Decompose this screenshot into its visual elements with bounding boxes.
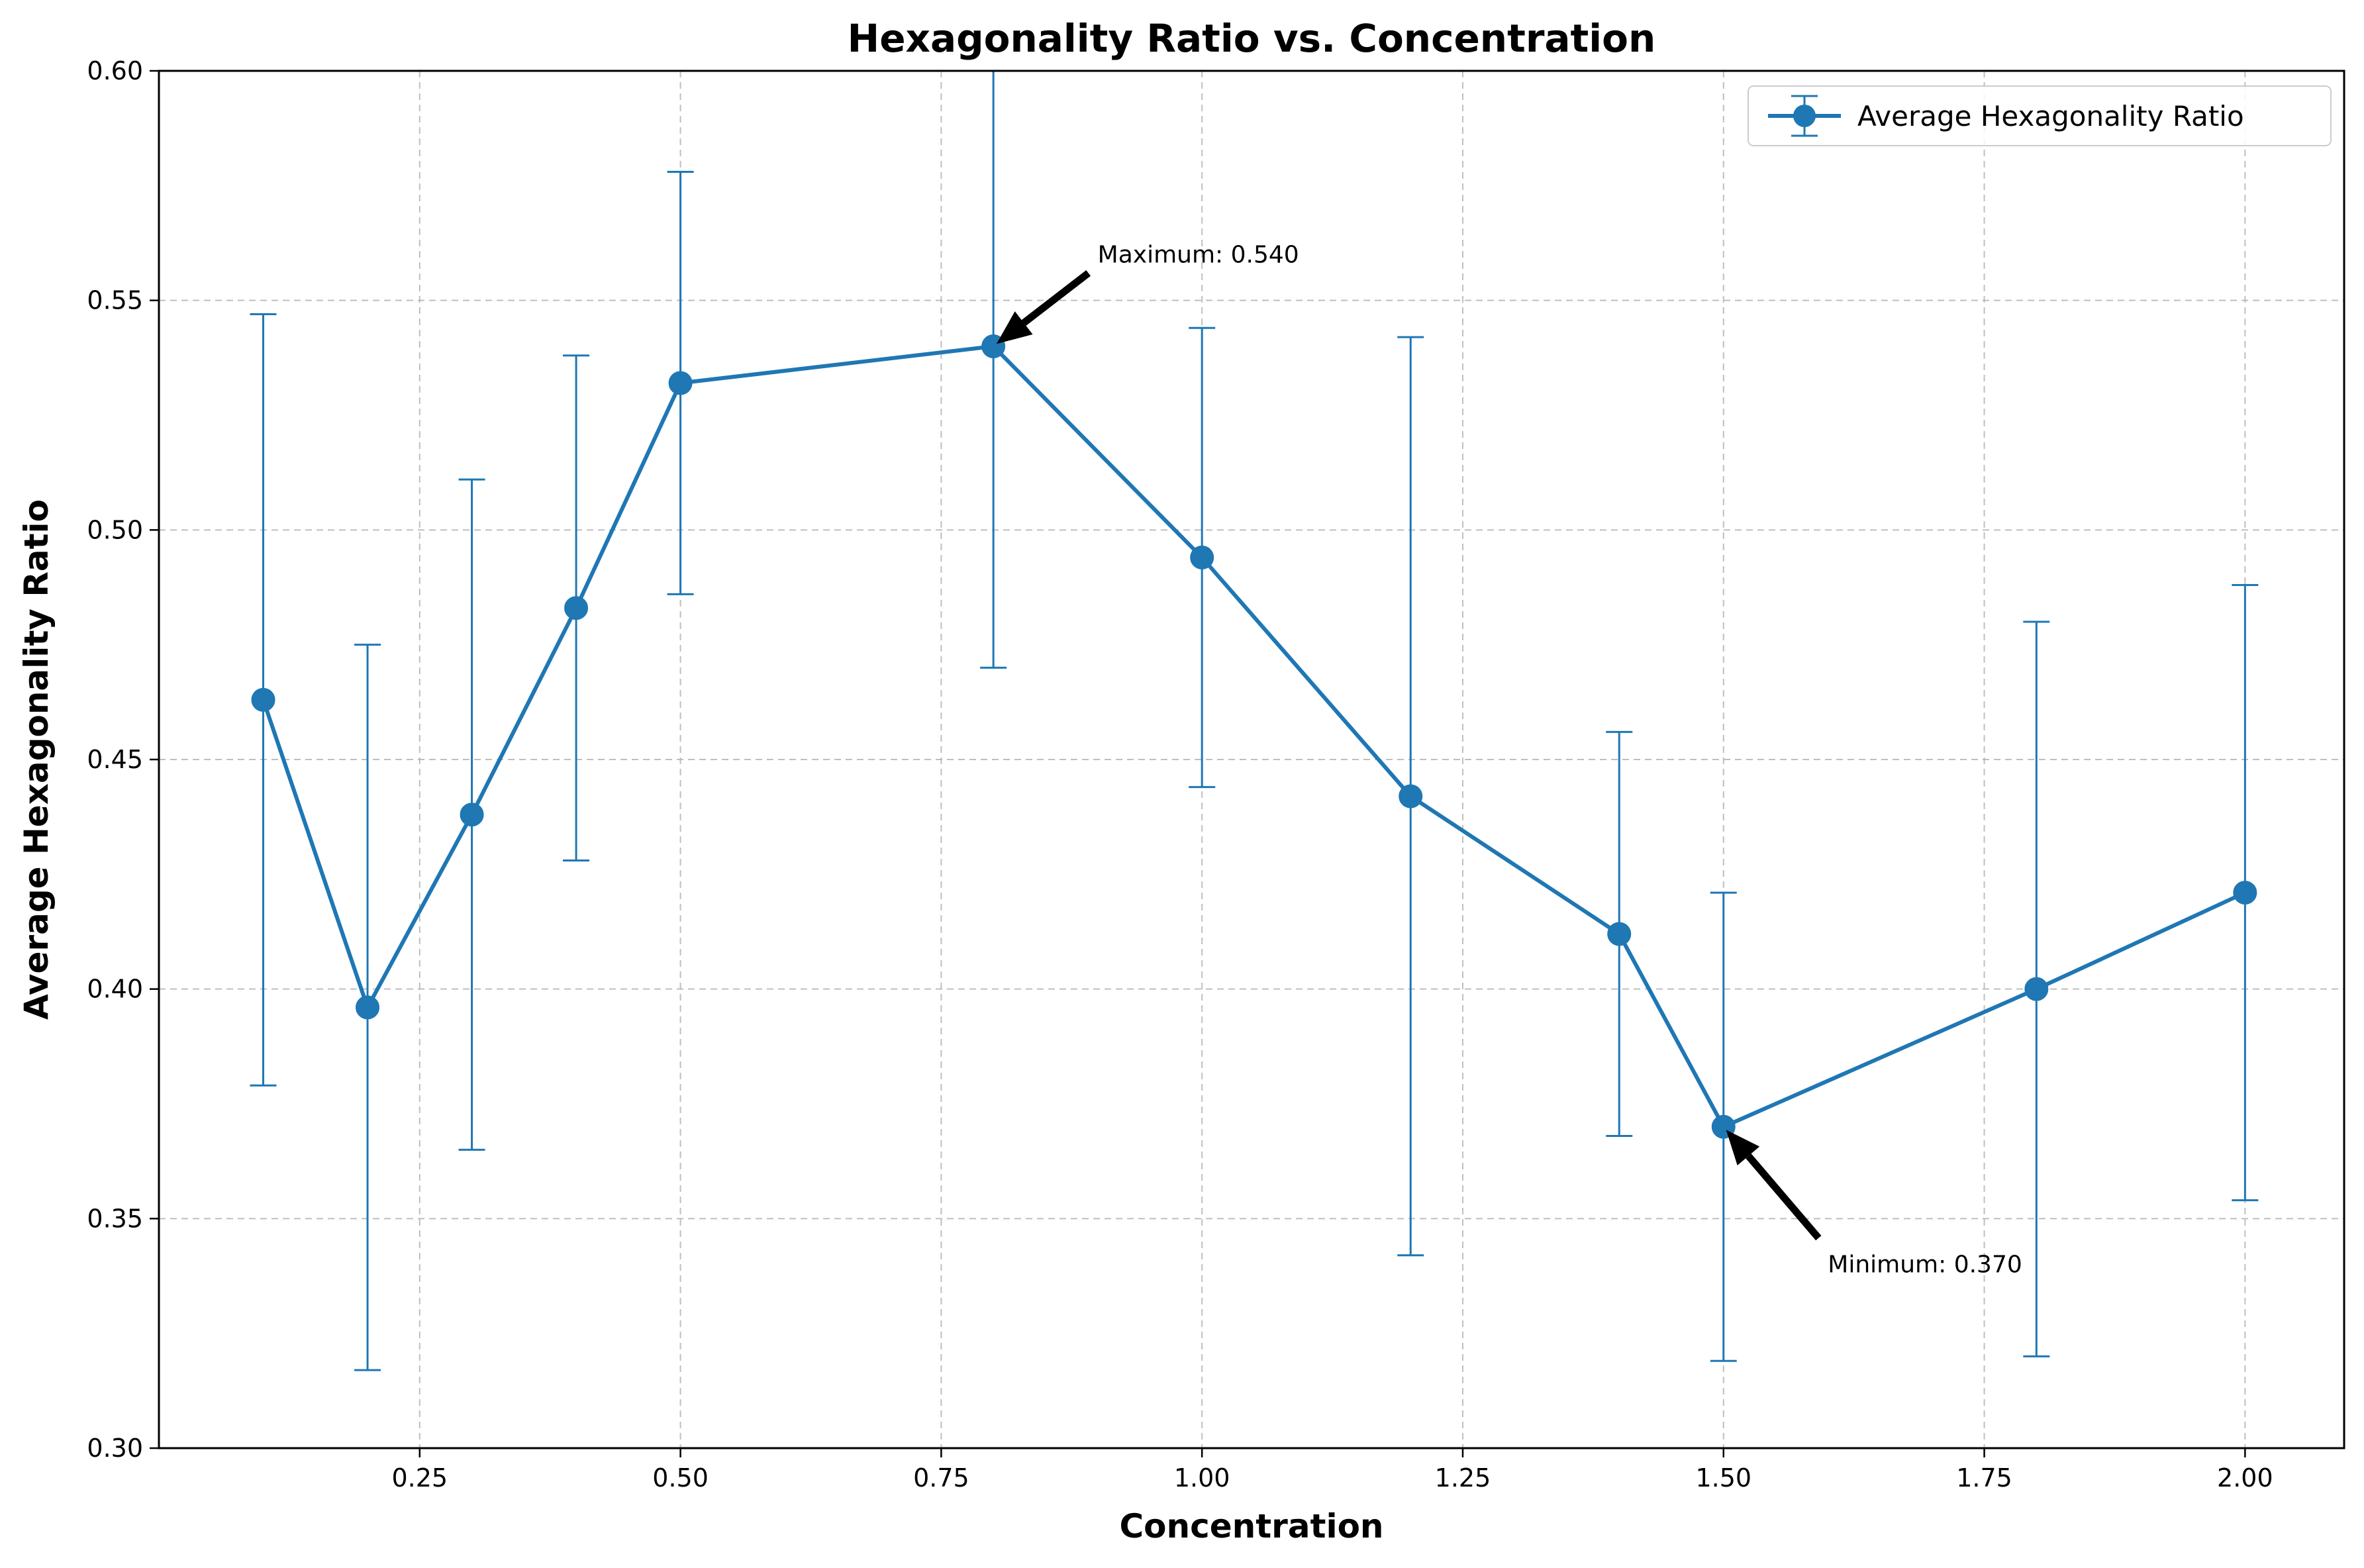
chart-title: Hexagonality Ratio vs. Concentration bbox=[848, 16, 1656, 61]
legend-box bbox=[1748, 85, 2332, 146]
data-point bbox=[2024, 977, 2049, 1001]
series-group bbox=[250, 71, 2259, 1371]
annotation-arrow-shaft bbox=[1746, 1153, 1822, 1241]
annotation-arrow-shaft bbox=[1021, 270, 1091, 326]
annotation-layer: Maximum: 0.540 Minimum: 0.370 bbox=[996, 241, 2022, 1279]
series-line bbox=[261, 344, 2246, 1129]
legend: Average Hexagonality Ratio bbox=[1748, 85, 2332, 146]
data-point bbox=[356, 995, 380, 1020]
data-point bbox=[668, 371, 693, 395]
y-tick-label: 0.45 bbox=[87, 745, 143, 774]
data-point bbox=[251, 687, 275, 712]
legend-label: Average Hexagonality Ratio bbox=[1857, 100, 2244, 132]
x-tick-label: 0.50 bbox=[652, 1463, 709, 1493]
annotation-label: Minimum: 0.370 bbox=[1828, 1251, 2022, 1279]
x-tick-label: 1.25 bbox=[1435, 1463, 1491, 1493]
grid-layer bbox=[159, 70, 2344, 1449]
x-tick-label: 1.75 bbox=[1956, 1463, 2012, 1493]
legend-marker-swatch bbox=[1793, 105, 1816, 127]
data-point bbox=[1607, 922, 1632, 946]
x-tick-label: 2.00 bbox=[2217, 1463, 2273, 1493]
x-tick-label: 1.50 bbox=[1695, 1463, 1751, 1493]
annotation-label: Maximum: 0.540 bbox=[1098, 241, 1299, 268]
y-tick-label: 0.60 bbox=[87, 56, 143, 85]
y-tick-label: 0.50 bbox=[87, 515, 143, 544]
series-layer bbox=[250, 71, 2259, 1371]
annotation-arrow-head bbox=[1726, 1130, 1760, 1166]
data-point bbox=[2233, 881, 2257, 905]
y-tick-label: 0.30 bbox=[87, 1434, 143, 1463]
x-tick-label: 1.00 bbox=[1174, 1463, 1230, 1493]
y-tick-label: 0.35 bbox=[87, 1204, 143, 1233]
y-tick-label: 0.55 bbox=[87, 286, 143, 315]
y-tick-label: 0.40 bbox=[87, 975, 143, 1004]
data-point bbox=[1399, 784, 1423, 808]
y-axis-title: Average Hexagonality Ratio bbox=[17, 499, 56, 1020]
data-point bbox=[460, 803, 484, 827]
data-point bbox=[564, 596, 589, 620]
data-point bbox=[1190, 545, 1214, 569]
x-tick-label: 0.25 bbox=[391, 1463, 448, 1493]
x-tick-label: 0.75 bbox=[913, 1463, 969, 1493]
x-axis-title: Concentration bbox=[1119, 1507, 1383, 1545]
annotation-arrow-head bbox=[996, 311, 1033, 344]
tick-layer: 0.25 0.50 0.75 1.00 1.25 1.50 1.75 2.00 0.30 0.35… bbox=[87, 56, 2273, 1493]
